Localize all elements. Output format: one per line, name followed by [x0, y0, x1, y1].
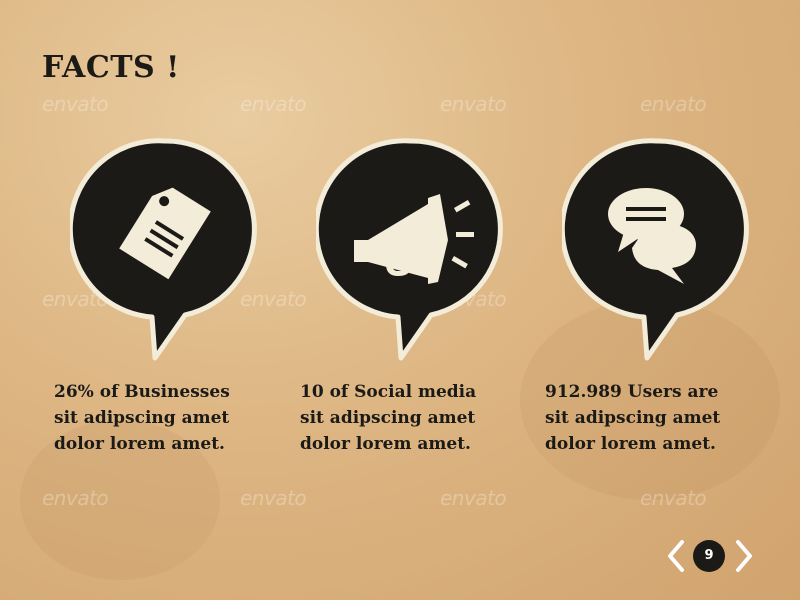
- watermark: envato: [42, 92, 109, 116]
- paper-stain: [20, 420, 220, 580]
- watermark: envato: [42, 486, 109, 510]
- watermark: envato: [640, 486, 707, 510]
- slide-title: FACTS !: [42, 50, 180, 85]
- megaphone-icon: [354, 194, 474, 284]
- page-navigation: 9: [660, 532, 760, 582]
- watermark: envato: [240, 486, 307, 510]
- chevron-left-icon[interactable]: [664, 538, 686, 574]
- speech-bubble-1: [70, 136, 260, 366]
- watermark: envato: [440, 486, 507, 510]
- watermark: envato: [640, 92, 707, 116]
- watermark: envato: [240, 92, 307, 116]
- watermark: envato: [440, 92, 507, 116]
- speech-bubble-2: [316, 136, 506, 366]
- fact-text-1: 26% of Businesses sit adipscing amet dol…: [54, 382, 230, 454]
- page-number: 9: [693, 540, 725, 572]
- fact-text-2: 10 of Social media sit adipscing amet do…: [300, 382, 477, 454]
- chevron-right-icon[interactable]: [734, 538, 756, 574]
- watermark: envato: [240, 287, 307, 311]
- chat-bubbles-icon: [608, 188, 696, 284]
- fact-text-3: 912.989 Users are sit adipscing amet dol…: [545, 382, 721, 454]
- speech-bubble-3: [562, 136, 752, 366]
- price-tag-icon: [119, 187, 211, 280]
